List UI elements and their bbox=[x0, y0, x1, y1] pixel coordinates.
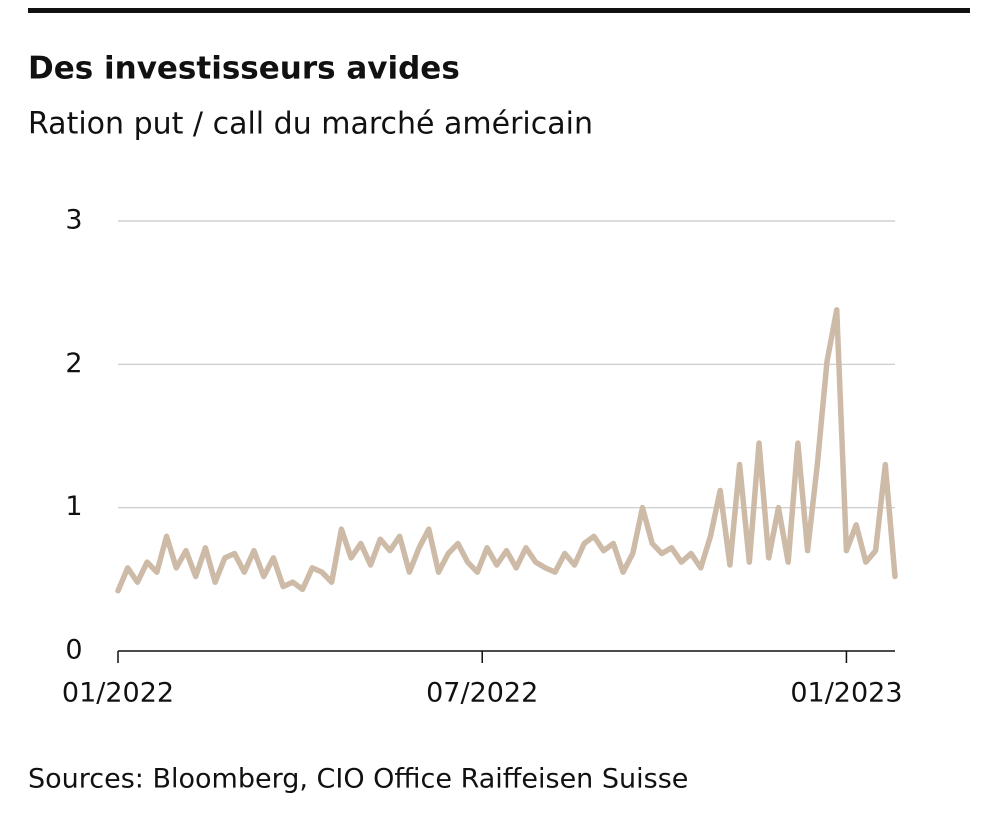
y-tick-label: 0 bbox=[65, 635, 82, 666]
y-tick-label: 3 bbox=[65, 205, 82, 236]
y-tick-label: 2 bbox=[65, 348, 82, 379]
x-tick-label: 01/2023 bbox=[790, 678, 902, 709]
y-tick-label: 1 bbox=[65, 491, 82, 522]
top-rule bbox=[28, 8, 970, 13]
chart-title: Des investisseurs avides bbox=[28, 51, 460, 87]
x-tick-label: 01/2022 bbox=[62, 678, 174, 709]
x-tick-label: 07/2022 bbox=[426, 678, 538, 709]
chart-subtitle: Ration put / call du marché américain bbox=[28, 107, 593, 142]
source: Sources: Bloomberg, CIO Office Raiffeise… bbox=[28, 764, 688, 795]
data-line bbox=[115, 307, 898, 594]
